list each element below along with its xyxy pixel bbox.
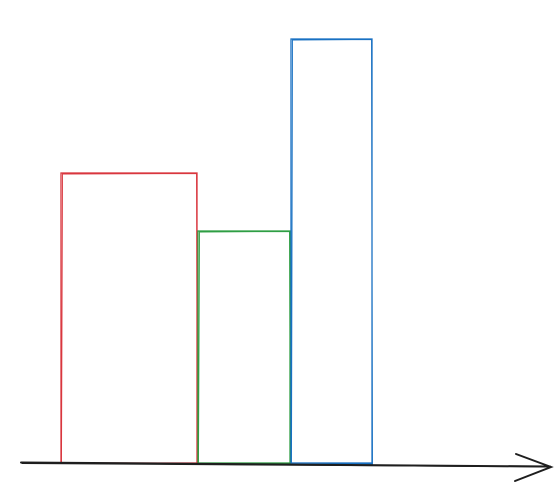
bar <box>197 230 291 464</box>
bar-sketch-stroke <box>198 231 291 465</box>
bar-sketch-stroke <box>61 173 198 465</box>
axis-line-sketch <box>21 463 550 468</box>
bar <box>60 172 198 464</box>
x-axis-arrow <box>20 453 554 482</box>
axis-arrowhead <box>514 453 554 482</box>
bars <box>60 38 373 465</box>
bar-sketch-stroke <box>291 39 373 465</box>
bar <box>290 38 373 464</box>
